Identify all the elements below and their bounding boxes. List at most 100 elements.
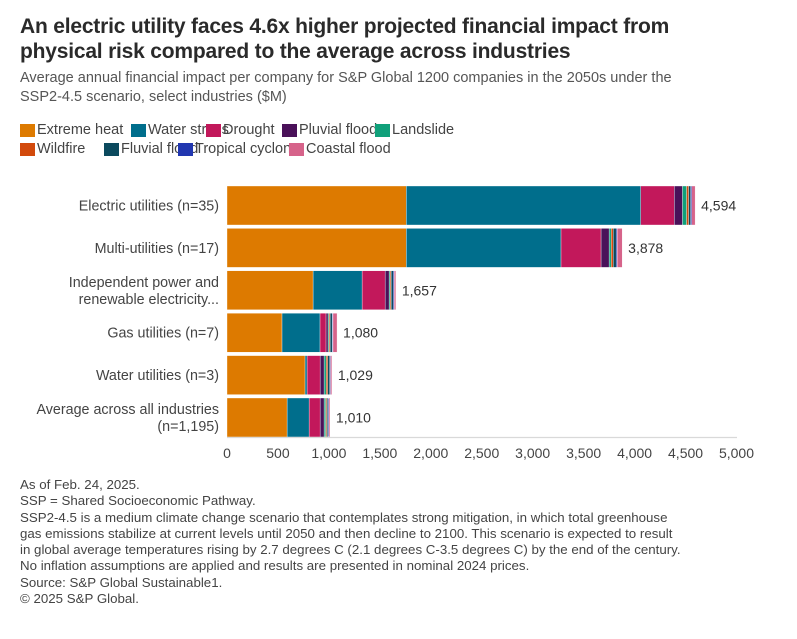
legend-item-coastal-flood: Coastal flood [289, 141, 391, 157]
legend-row-2: Wildfire Fluvial flood Tropical cyclone … [20, 141, 790, 160]
chart-footnotes: As of Feb. 24, 2025. SSP = Shared Socioe… [20, 477, 790, 607]
bar-segment-fluvial-flood [326, 397, 329, 438]
legend-item-pluvial-flood: Pluvial flood [282, 122, 377, 138]
x-tick-label: 500 [266, 445, 290, 461]
footnote-scenario-line-1: SSP2-4.5 is a medium climate change scen… [20, 509, 668, 525]
x-tick-label: 1,000 [311, 445, 346, 461]
footnote-scenario-line-2: gas emissions stabilize at current level… [20, 525, 673, 541]
bar-segment-fluvial-flood [390, 270, 394, 310]
bar-segment-pluvial-flood [674, 185, 683, 226]
x-tick-label: 4,500 [668, 445, 703, 461]
bar-segment-pluvial-flood [319, 355, 325, 395]
legend-swatch [178, 142, 193, 156]
footnote-ssp-definition: SSP = Shared Socioeconomic Pathway. [20, 493, 256, 509]
bar-segment-drought [308, 397, 321, 438]
footnote-copyright: © 2025 S&P Global. [20, 591, 139, 607]
bar-segment-extreme-heat [226, 270, 314, 310]
category-labels: Electric utilities (n=35) Multi-utilities… [36, 199, 219, 436]
x-tick-label: 3,500 [566, 445, 601, 461]
legend-item-drought: Drought [206, 122, 275, 138]
bar-segment-drought [361, 270, 386, 310]
bar-segment-landslide [323, 397, 326, 438]
total-labels: 4,594 3,878 1,657 1,080 1,029 1,010 [336, 198, 736, 426]
legend-label: Extreme heat [37, 122, 124, 138]
bar-segment-extreme-heat [226, 397, 288, 438]
legend-label: Tropical cyclone [195, 141, 300, 157]
bar-segment-fluvial-flood [688, 185, 691, 226]
bar-segment-landslide [608, 228, 612, 268]
bar-segment-extreme-heat [226, 228, 407, 268]
bar-segment-fluvial-flood [327, 355, 330, 395]
bar-segment-water-stress [281, 313, 321, 353]
chart-subtitle-line-2: SSP2-4.5 scenario, select industries ($M… [20, 89, 287, 105]
bars [226, 185, 696, 438]
bar-segment-landslide [682, 185, 687, 226]
bar-segment-coastal-flood [691, 185, 696, 226]
legend-item-tropical-cyclone: Tropical cyclone [178, 141, 299, 157]
total-label: 1,080 [343, 325, 378, 341]
bar-segment-landslide [323, 355, 327, 395]
legend-label: Pluvial flood [299, 122, 378, 138]
x-tick-label: 4,000 [617, 445, 652, 461]
bar-segment-pluvial-flood [319, 397, 325, 438]
x-tick-label: 2,500 [464, 445, 499, 461]
bar-segment-fluvial-flood [329, 313, 333, 353]
legend-swatch [20, 142, 35, 156]
legend-item-wildfire: Wildfire [20, 141, 85, 157]
bar-segment-coastal-flood [617, 228, 623, 268]
total-label: 1,010 [336, 410, 371, 426]
category-label: Gas utilities (n=7) [107, 326, 219, 342]
legend-item-landslide: Landslide [375, 122, 454, 138]
legend-swatch [282, 123, 297, 137]
legend-label: Landslide [392, 122, 455, 138]
footnote-inflation: No inflation assumptions are applied and… [20, 558, 530, 574]
total-label: 1,029 [338, 367, 373, 383]
footnote-source: Source: S&P Global Sustainable1. [20, 574, 223, 590]
legend-swatch [375, 123, 390, 137]
bar-segment-water-stress [312, 270, 363, 310]
chart-legend: Extreme heat Water stress Drought Pluvia… [20, 122, 790, 160]
bar-segment-wildfire [325, 355, 328, 395]
bar-segment-drought [306, 355, 321, 395]
stacked-bar-chart: Electric utilities (n=35) Multi-utilities… [36, 185, 754, 461]
bar-segment-water-stress [286, 397, 310, 438]
x-tick-label: 0 [223, 445, 231, 461]
category-label: Electric utilities (n=35) [79, 199, 219, 215]
bar-segment-extreme-heat [226, 185, 407, 226]
bar-segment-drought [319, 313, 327, 353]
legend-row-1: Extreme heat Water stress Drought Pluvia… [20, 122, 790, 141]
bar-segment-coastal-flood [330, 355, 333, 395]
legend-swatch [104, 142, 119, 156]
bar-segment-drought [640, 185, 675, 226]
bar-segment-pluvial-flood [325, 313, 329, 353]
total-label: 1,657 [402, 282, 437, 298]
total-label: 3,878 [628, 240, 663, 256]
footnote-date: As of Feb. 24, 2025. [20, 477, 140, 492]
bar-segment-pluvial-flood [600, 228, 610, 268]
category-label: Independent power and renewable electrici… [69, 275, 219, 308]
chart-title-line-1: An electric utility faces 4.6x higher pr… [20, 15, 670, 38]
footnote-scenario-line-3: in global average temperatures rising by… [20, 542, 681, 558]
bar-segment-water-stress [406, 228, 562, 268]
legend-label: Wildfire [37, 141, 86, 157]
bar-segment-coastal-flood [332, 313, 338, 353]
x-tick-label: 5,000 [719, 445, 754, 461]
chart-subtitle-line-1: Average annual financial impact per comp… [20, 70, 672, 86]
bar-segment-wildfire [610, 228, 614, 268]
x-axis-tick-labels: 0 500 1,000 1,500 2,000 2,500 3,000 3,500 4,000 4… [223, 445, 754, 461]
legend-swatch [131, 123, 146, 137]
legend-label: Drought [223, 122, 275, 138]
x-tick-label: 2,000 [413, 445, 448, 461]
total-label: 4,594 [701, 198, 736, 214]
chart-title-line-2: physical risk compared to the average ac… [20, 40, 571, 63]
legend-swatch [20, 123, 35, 137]
bar-segment-extreme-heat [226, 313, 283, 353]
chart-title: An electric utility faces 4.6x higher pr… [20, 14, 780, 64]
category-label: Water utilities (n=3) [96, 368, 219, 384]
bar-segment-water-stress [304, 355, 308, 395]
category-label: Average across all industries (n=1,195) [36, 402, 219, 435]
legend-item-extreme-heat: Extreme heat [20, 122, 123, 138]
bar-segment-wildfire [686, 185, 689, 226]
bar-segment-water-stress [406, 185, 641, 226]
x-tick-label: 1,500 [362, 445, 397, 461]
